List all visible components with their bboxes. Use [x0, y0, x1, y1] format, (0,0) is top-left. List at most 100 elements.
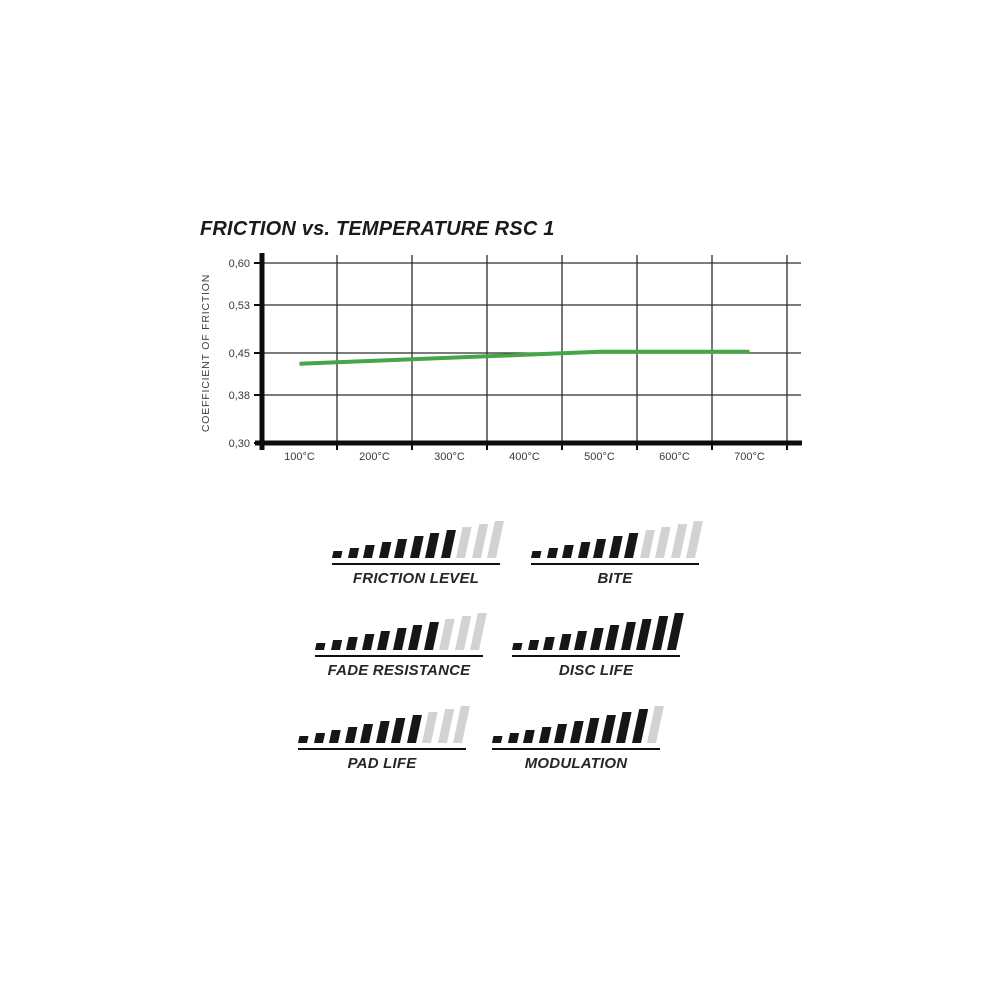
rating-bite: BITE — [531, 520, 707, 587]
rating-segment-filled — [667, 613, 684, 650]
rating-segment-empty — [647, 706, 664, 743]
rating-segment-filled — [378, 542, 391, 558]
rating-segment-filled — [585, 718, 599, 743]
rating-underline — [492, 748, 660, 750]
rating-segment-filled — [600, 715, 615, 743]
rating-underline — [298, 748, 466, 750]
rating-segment-filled — [523, 730, 535, 743]
y-tick-label: 0,30 — [229, 438, 250, 450]
rating-segment-filled — [624, 533, 638, 558]
rating-segment-empty — [670, 524, 687, 558]
rating-segment-empty — [422, 712, 438, 743]
rating-segment-filled — [608, 536, 622, 558]
rating-bars — [492, 705, 668, 743]
rating-label: MODULATION — [524, 755, 628, 772]
rating-segment-empty — [655, 527, 671, 558]
rating-segment-filled — [332, 551, 342, 558]
rating-segment-filled — [605, 625, 619, 650]
rating-segment-filled — [631, 709, 648, 743]
rating-friction-level: FRICTION LEVEL — [332, 520, 508, 587]
rating-bars — [531, 520, 707, 558]
rating-segment-empty — [454, 616, 471, 650]
rating-segment-filled — [651, 616, 668, 650]
rating-segment-empty — [437, 709, 454, 743]
rating-segment-filled — [394, 539, 407, 558]
rating-segment-filled — [554, 724, 567, 743]
rating-segment-filled — [440, 530, 455, 558]
rating-label: BITE — [597, 570, 633, 587]
rating-segment-empty — [453, 706, 470, 743]
rating-bars — [315, 612, 491, 650]
rating-segment-filled — [620, 622, 635, 650]
rating-segment-filled — [577, 542, 590, 558]
rating-segment-filled — [329, 730, 341, 743]
rating-segment-empty — [471, 524, 488, 558]
rating-segment-empty — [470, 613, 487, 650]
rating-segment-empty — [487, 521, 504, 558]
rating-underline — [332, 563, 500, 565]
rating-segment-filled — [531, 551, 541, 558]
rating-segment-empty — [439, 619, 455, 650]
rating-segment-filled — [425, 533, 439, 558]
rating-segment-filled — [616, 712, 632, 743]
rating-segment-filled — [527, 640, 539, 650]
rating-bars — [332, 520, 508, 558]
x-tick-label: 400°C — [509, 451, 540, 463]
rating-segment-filled — [361, 634, 374, 650]
rating-segment-filled — [558, 634, 571, 650]
friction-temperature-plot: 0,60 0,53 0,45 0,38 0,30 100°C 200°C 300°C 400°C… — [200, 253, 802, 463]
rating-segment-filled — [589, 628, 603, 650]
y-axis-title: COEFFICIENT OF FRICTION — [200, 274, 212, 432]
rating-segment-filled — [574, 631, 587, 650]
rating-segment-filled — [344, 727, 357, 743]
rating-segment-filled — [636, 619, 652, 650]
rating-segment-filled — [298, 736, 308, 743]
rating-segment-filled — [406, 715, 421, 743]
y-tick-label: 0,38 — [229, 390, 250, 402]
friction-line — [299, 349, 750, 366]
rating-pad-life: PAD LIFE — [298, 705, 474, 772]
y-tick-label: 0,60 — [229, 258, 250, 270]
rating-segment-filled — [408, 625, 422, 650]
rating-segment-filled — [538, 727, 551, 743]
rating-segment-filled — [313, 733, 325, 743]
rating-segment-empty — [686, 521, 703, 558]
rating-segment-filled — [360, 724, 373, 743]
rating-segment-filled — [346, 637, 358, 650]
rating-segment-filled — [423, 622, 438, 650]
x-tick-label: 500°C — [584, 451, 615, 463]
rating-segment-empty — [639, 530, 654, 558]
rating-segment-filled — [377, 631, 390, 650]
y-tick-label: 0,45 — [229, 348, 250, 360]
x-tick-label: 200°C — [359, 451, 390, 463]
x-tick-label: 300°C — [434, 451, 465, 463]
x-tick-label: 600°C — [659, 451, 690, 463]
rating-disc-life: DISC LIFE — [512, 612, 688, 679]
rating-segment-filled — [593, 539, 606, 558]
rating-bars — [298, 705, 474, 743]
rating-label: FRICTION LEVEL — [352, 570, 480, 587]
rating-segment-filled — [546, 548, 558, 558]
rating-segment-filled — [330, 640, 342, 650]
rating-fade-resistance: FADE RESISTANCE — [315, 612, 491, 679]
rating-segment-filled — [569, 721, 583, 743]
rating-segment-filled — [507, 733, 519, 743]
rating-modulation: MODULATION — [492, 705, 668, 772]
rating-segment-filled — [315, 643, 325, 650]
rating-label: FADE RESISTANCE — [327, 662, 471, 679]
rating-label: PAD LIFE — [347, 755, 417, 772]
rating-segment-filled — [562, 545, 574, 558]
friction-temperature-chart: 0,60 0,53 0,45 0,38 0,30 100°C 200°C 300°C 400°C… — [195, 248, 820, 476]
rating-segment-filled — [347, 548, 359, 558]
rating-underline — [512, 655, 680, 657]
x-tick-label: 700°C — [734, 451, 765, 463]
rating-underline — [315, 655, 483, 657]
rating-bars — [512, 612, 688, 650]
rating-segment-filled — [409, 536, 423, 558]
y-tick-label: 0,53 — [229, 300, 250, 312]
rating-segment-filled — [375, 721, 389, 743]
rating-segment-filled — [391, 718, 405, 743]
chart-title: FRICTION vs. TEMPERATURE RSC 1 — [200, 218, 555, 240]
rating-underline — [531, 563, 699, 565]
rating-segment-filled — [392, 628, 406, 650]
